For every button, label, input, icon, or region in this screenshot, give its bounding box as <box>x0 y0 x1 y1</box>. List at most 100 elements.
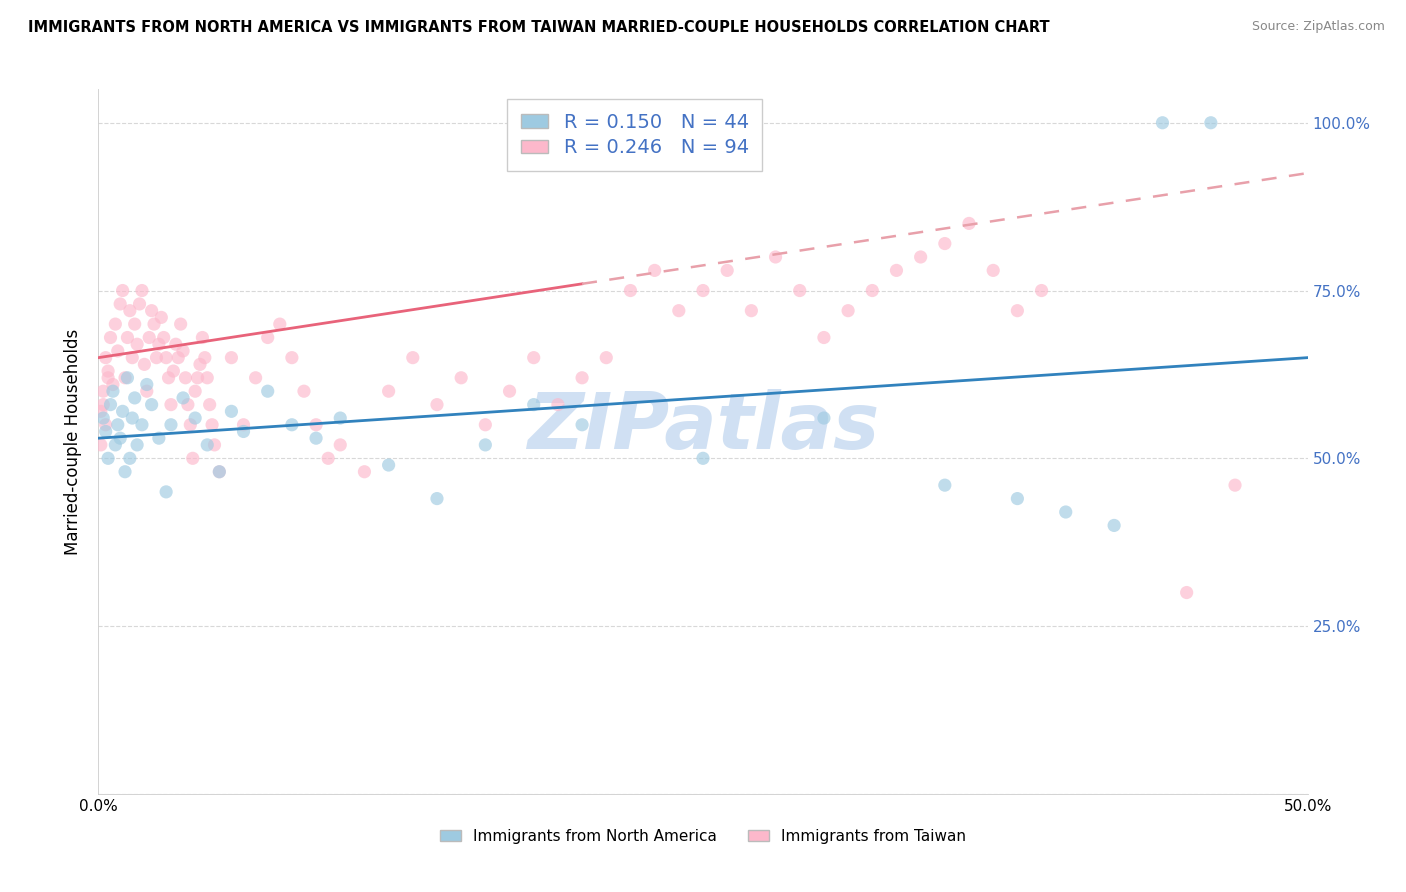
Point <box>97 364 120 378</box>
Point <box>245 371 267 385</box>
Point <box>91 384 114 399</box>
Point <box>107 343 129 358</box>
Point <box>187 371 209 385</box>
Point <box>232 417 254 432</box>
Point <box>813 330 835 344</box>
Point <box>191 330 214 344</box>
Point <box>104 317 127 331</box>
Point <box>886 263 908 277</box>
Point <box>97 451 120 466</box>
Point <box>184 411 207 425</box>
Point <box>1007 303 1029 318</box>
Point <box>111 284 134 298</box>
Text: IMMIGRANTS FROM NORTH AMERICA VS IMMIGRANTS FROM TAIWAN MARRIED-COUPLE HOUSEHOLD: IMMIGRANTS FROM NORTH AMERICA VS IMMIGRA… <box>28 20 1050 35</box>
Point <box>172 391 194 405</box>
Point <box>188 357 211 371</box>
Point <box>1152 116 1174 130</box>
Point <box>143 317 166 331</box>
Point <box>813 411 835 425</box>
Point <box>155 351 177 365</box>
Point <box>232 425 254 439</box>
Point <box>141 398 163 412</box>
Point <box>1223 478 1246 492</box>
Point <box>138 330 160 344</box>
Point <box>97 371 120 385</box>
Point <box>101 377 124 392</box>
Point <box>256 384 278 399</box>
Point <box>94 425 117 439</box>
Point <box>150 310 173 325</box>
Point <box>256 330 278 344</box>
Point <box>910 250 932 264</box>
Point <box>117 371 139 385</box>
Point <box>426 398 449 412</box>
Point <box>692 451 714 466</box>
Point <box>91 398 114 412</box>
Point <box>118 303 141 318</box>
Point <box>118 451 141 466</box>
Point <box>269 317 291 331</box>
Point <box>281 351 304 365</box>
Point <box>377 458 399 472</box>
Point <box>281 417 304 432</box>
Point <box>934 236 956 251</box>
Text: ZIPatlas: ZIPatlas <box>527 390 879 466</box>
Point <box>571 417 593 432</box>
Point <box>100 330 122 344</box>
Point <box>94 417 117 432</box>
Y-axis label: Married-couple Households: Married-couple Households <box>65 328 83 555</box>
Point <box>127 438 149 452</box>
Legend: Immigrants from North America, Immigrants from Taiwan: Immigrants from North America, Immigrant… <box>433 822 973 850</box>
Point <box>195 438 218 452</box>
Point <box>450 371 472 385</box>
Point <box>644 263 666 277</box>
Point <box>1054 505 1077 519</box>
Point <box>668 303 690 318</box>
Point <box>498 384 520 399</box>
Point <box>135 384 157 399</box>
Point <box>117 330 139 344</box>
Point <box>595 351 617 365</box>
Point <box>114 371 136 385</box>
Point <box>94 351 117 365</box>
Point <box>172 343 194 358</box>
Point <box>305 431 328 445</box>
Point <box>177 398 200 412</box>
Point <box>162 364 184 378</box>
Point <box>426 491 449 506</box>
Point <box>184 384 207 399</box>
Point <box>141 303 163 318</box>
Point <box>1031 284 1053 298</box>
Point <box>221 351 243 365</box>
Point <box>148 431 170 445</box>
Point <box>474 438 496 452</box>
Point <box>124 391 146 405</box>
Point <box>619 284 641 298</box>
Point <box>121 351 143 365</box>
Point <box>1007 491 1029 506</box>
Point <box>571 371 593 385</box>
Point <box>135 377 157 392</box>
Point <box>124 317 146 331</box>
Point <box>402 351 425 365</box>
Point <box>169 317 191 331</box>
Point <box>305 417 328 432</box>
Point <box>292 384 315 399</box>
Point <box>134 357 156 371</box>
Point <box>523 398 546 412</box>
Point <box>377 384 399 399</box>
Text: Source: ZipAtlas.com: Source: ZipAtlas.com <box>1251 20 1385 33</box>
Point <box>181 451 204 466</box>
Point <box>108 431 131 445</box>
Point <box>195 371 218 385</box>
Point <box>148 337 170 351</box>
Point <box>128 297 150 311</box>
Point <box>101 384 124 399</box>
Point <box>157 371 180 385</box>
Point <box>1175 585 1198 599</box>
Point <box>90 438 112 452</box>
Point <box>765 250 787 264</box>
Point <box>474 417 496 432</box>
Point <box>860 284 883 298</box>
Point <box>316 451 339 466</box>
